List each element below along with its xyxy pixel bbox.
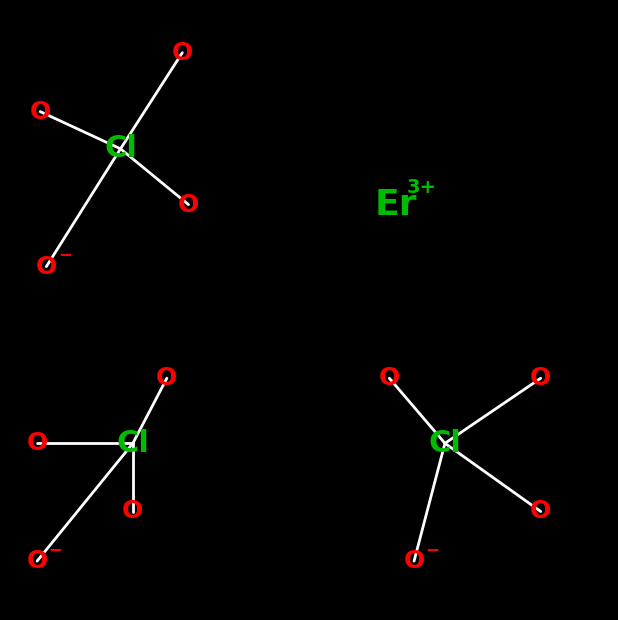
Text: 3+: 3+: [407, 178, 436, 197]
Text: −: −: [49, 539, 62, 558]
Text: Cl: Cl: [104, 135, 137, 163]
Text: O: O: [530, 500, 551, 523]
Text: O: O: [404, 549, 425, 573]
Text: O: O: [156, 366, 177, 390]
Text: −: −: [58, 245, 72, 264]
Text: O: O: [36, 255, 57, 278]
Text: O: O: [122, 500, 143, 523]
Text: O: O: [172, 41, 193, 64]
Text: O: O: [27, 549, 48, 573]
Text: O: O: [27, 432, 48, 455]
Text: O: O: [379, 366, 400, 390]
Text: Cl: Cl: [116, 429, 150, 458]
Text: O: O: [530, 366, 551, 390]
Text: O: O: [30, 100, 51, 123]
Text: −: −: [426, 539, 439, 558]
Text: O: O: [178, 193, 199, 216]
Text: Cl: Cl: [428, 429, 462, 458]
Text: Er: Er: [375, 188, 417, 221]
